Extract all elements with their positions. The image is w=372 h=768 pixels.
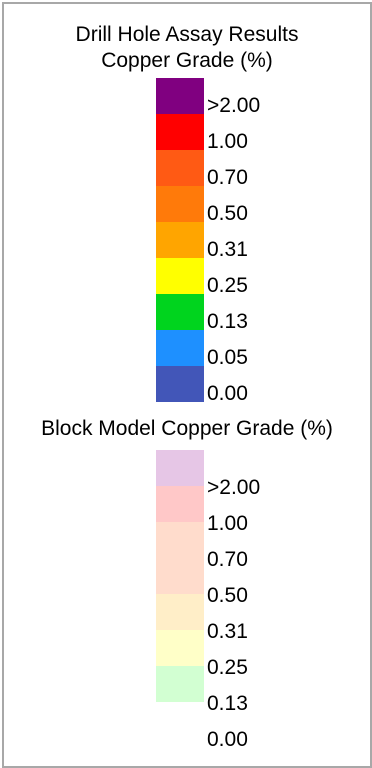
block-model-legend-label: 0.13 [207, 692, 248, 715]
block-model-legend-label: 0.00 [207, 728, 248, 751]
block-model-legend-swatch [156, 486, 204, 522]
drill-hole-legend-swatch [156, 366, 204, 402]
block-model-legend-label: >2.00 [207, 476, 261, 499]
drill-hole-legend-label: 0.31 [207, 238, 248, 261]
drill-hole-legend-label: 0.25 [207, 274, 248, 297]
drill-hole-legend-subtitle: Copper Grade (%) [101, 49, 273, 72]
drill-hole-legend-label: 0.05 [207, 346, 248, 369]
block-model-legend-label: 0.31 [207, 620, 248, 643]
drill-hole-legend-label: 0.50 [207, 202, 248, 225]
drill-hole-legend-swatch [156, 222, 204, 258]
drill-hole-legend-label: 0.70 [207, 166, 248, 189]
drill-hole-legend-swatch [156, 294, 204, 330]
block-model-legend-swatch [156, 630, 204, 666]
block-model-legend-swatch [156, 450, 204, 486]
drill-hole-legend-swatch [156, 330, 204, 366]
drill-hole-legend-swatch [156, 114, 204, 150]
drill-hole-legend-label: 0.13 [207, 310, 248, 333]
drill-hole-legend-label: 1.00 [207, 130, 248, 153]
block-model-legend-label: 0.50 [207, 584, 248, 607]
drill-hole-legend-title: Drill Hole Assay Results [75, 23, 299, 46]
block-model-legend-title: Block Model Copper Grade (%) [41, 417, 333, 440]
block-model-legend-swatch [156, 594, 204, 630]
drill-hole-legend-swatch [156, 78, 204, 114]
block-model-legend-label: 0.70 [207, 548, 248, 571]
block-model-legend-swatch [156, 522, 204, 558]
drill-hole-legend-swatch [156, 258, 204, 294]
drill-hole-legend-swatch [156, 150, 204, 186]
block-model-legend-label: 0.25 [207, 656, 248, 679]
drill-hole-legend-label: >2.00 [207, 94, 261, 117]
block-model-legend-swatch [156, 558, 204, 594]
drill-hole-legend-label: 0.00 [207, 382, 248, 405]
drill-hole-legend-swatch [156, 186, 204, 222]
block-model-legend-swatch [156, 702, 204, 738]
block-model-legend-swatch [156, 666, 204, 702]
block-model-legend-label: 1.00 [207, 512, 248, 535]
